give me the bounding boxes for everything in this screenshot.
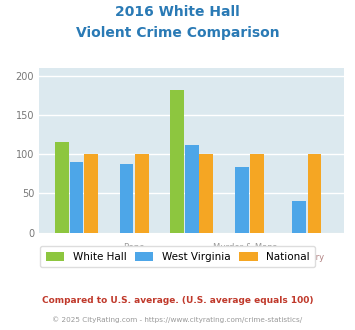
Bar — [120, 163, 133, 233]
Bar — [170, 90, 184, 233]
Text: Rape: Rape — [123, 243, 145, 252]
Text: Robbery: Robbery — [289, 253, 324, 262]
Bar — [235, 167, 248, 233]
Text: © 2025 CityRating.com - https://www.cityrating.com/crime-statistics/: © 2025 CityRating.com - https://www.city… — [53, 316, 302, 323]
Bar — [199, 154, 213, 233]
Bar — [250, 154, 264, 233]
Text: Murder & Mans...: Murder & Mans... — [213, 243, 285, 252]
Bar — [135, 154, 149, 233]
Bar — [307, 154, 321, 233]
Text: Aggravated Assault: Aggravated Assault — [151, 253, 233, 262]
Bar — [84, 154, 98, 233]
Bar — [293, 201, 306, 233]
Bar — [70, 162, 83, 233]
Text: All Violent Crime: All Violent Crime — [42, 253, 111, 262]
Bar — [55, 142, 69, 233]
Legend: White Hall, West Virginia, National: White Hall, West Virginia, National — [40, 247, 315, 267]
Text: Compared to U.S. average. (U.S. average equals 100): Compared to U.S. average. (U.S. average … — [42, 296, 313, 305]
Text: Violent Crime Comparison: Violent Crime Comparison — [76, 26, 279, 40]
Bar — [185, 145, 198, 233]
Text: 2016 White Hall: 2016 White Hall — [115, 5, 240, 19]
